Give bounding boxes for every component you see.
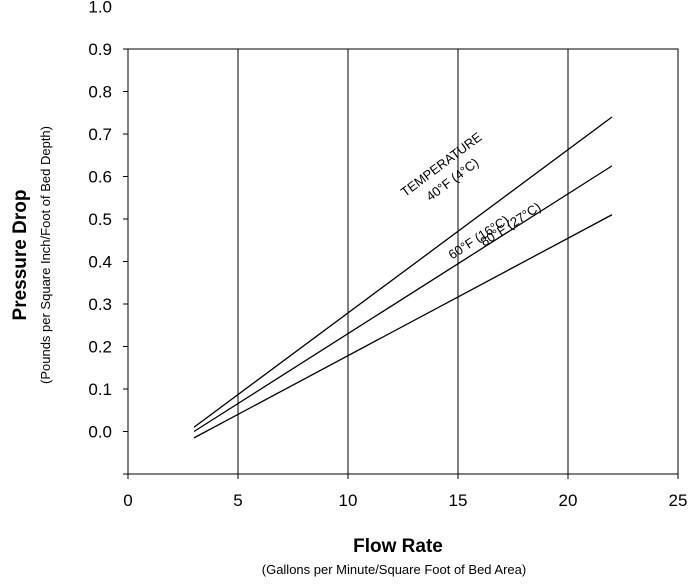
y-axis-subtitle: (Pounds per Square Inch/Foot of Bed Dept… <box>38 126 53 384</box>
y-axis-ticks: 0.0 0.1 0.2 0.3 0.4 0.5 0.6 0.7 0.8 0.9 1.0 <box>88 0 128 475</box>
x-axis-ticks: 0 5 10 15 20 25 <box>123 474 687 510</box>
x-tick-label: 5 <box>233 491 242 510</box>
x-tick-label: 25 <box>669 491 688 510</box>
plot-border <box>127 48 679 475</box>
y-tick-label: 0.4 <box>88 253 112 272</box>
y-tick-label: 0.9 <box>88 40 112 59</box>
series-line-2 <box>193 165 613 433</box>
x-axis-title: Flow Rate <box>353 536 443 557</box>
grid <box>237 49 569 474</box>
y-tick-label: 0.0 <box>88 423 112 442</box>
series-line-3 <box>193 214 613 439</box>
y-tick-label: 1.0 <box>88 0 112 17</box>
y-tick-label: 0.7 <box>88 125 112 144</box>
y-tick-label: 0.8 <box>88 83 112 102</box>
x-tick-label: 0 <box>123 491 132 510</box>
y-tick-label: 0.3 <box>88 295 112 314</box>
series-lines <box>193 116 613 439</box>
series-line-1 <box>193 116 613 428</box>
y-tick-label: 0.1 <box>88 380 112 399</box>
x-tick-label: 10 <box>339 491 358 510</box>
plot-frame <box>127 48 679 475</box>
x-tick-label: 20 <box>559 491 578 510</box>
y-axis-title: Pressure Drop <box>10 190 31 321</box>
y-tick-label: 0.5 <box>88 210 112 229</box>
y-tick-label: 0.2 <box>88 338 112 357</box>
x-axis-subtitle: (Gallons per Minute/Square Foot of Bed A… <box>262 562 526 577</box>
y-tick-label: 0.6 <box>88 168 112 187</box>
x-tick-label: 15 <box>449 491 468 510</box>
